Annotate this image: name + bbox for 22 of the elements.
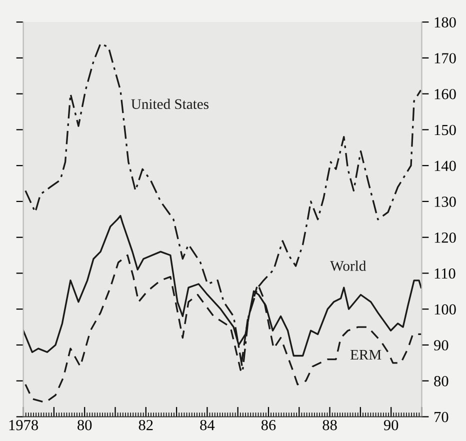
y-tick-label: 160 (434, 88, 456, 100)
y-tick-label: 70 (434, 412, 448, 422)
y-tick-label: 90 (434, 340, 448, 350)
y-tick-label: 120 (434, 232, 456, 243)
x-tick-label: 84 (200, 420, 215, 430)
y-tick-label: 140 (434, 160, 456, 172)
x-tick-label: 86 (261, 420, 276, 430)
x-tick-label: 88 (322, 420, 337, 430)
y-tick-label: 150 (434, 124, 456, 136)
series-label: World (330, 260, 366, 271)
y-tick-label: 110 (434, 268, 456, 279)
series-label: United States (131, 98, 209, 110)
x-tick-label: 90 (384, 420, 398, 430)
y-tick-label: 100 (434, 304, 456, 315)
x-tick-label: 80 (78, 420, 92, 430)
y-tick-label: 130 (434, 196, 456, 207)
x-tick-label: 1978 (9, 420, 38, 430)
x-tick-label: 82 (138, 420, 153, 430)
y-tick-label: 80 (434, 376, 448, 386)
y-tick-label: 170 (434, 53, 456, 64)
series-label: ERM (350, 350, 382, 360)
y-tick-label: 180 (434, 17, 456, 28)
